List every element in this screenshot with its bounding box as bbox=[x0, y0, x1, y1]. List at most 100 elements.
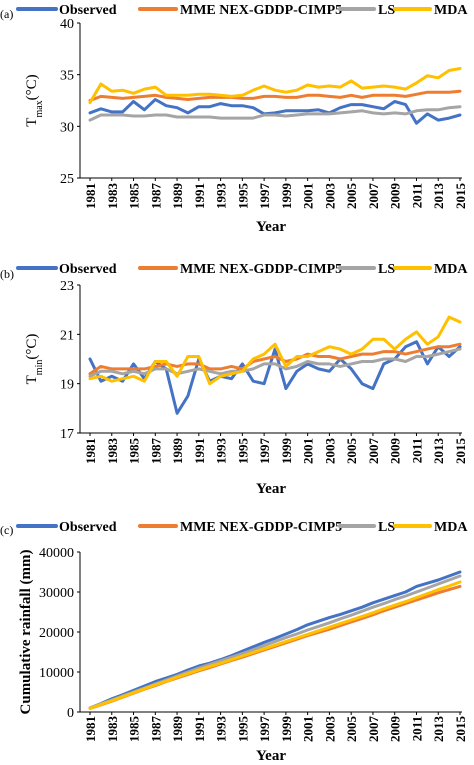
legend-label: LS bbox=[378, 262, 395, 277]
x-tick-label: 1987 bbox=[148, 716, 163, 743]
y-axis-label-main: T bbox=[24, 118, 40, 127]
y-tick-label: 25 bbox=[60, 172, 74, 187]
panel-label: (b) bbox=[0, 267, 14, 281]
panel-a-tmax: (a) Observed MME NEX-GDDP-CIMP5 LS MDA 25 30 35… bbox=[0, 3, 468, 235]
y-tick-label: 17 bbox=[60, 427, 74, 442]
x-tick-label: 1995 bbox=[235, 183, 250, 210]
y-axis-label-unit: (°C) bbox=[24, 74, 40, 100]
legend-label: MME NEX-GDDP-CIMP5 bbox=[180, 520, 342, 535]
x-tick-label: 1985 bbox=[127, 716, 142, 743]
y-tick-label: 35 bbox=[60, 69, 74, 84]
x-tick-label: 2003 bbox=[322, 183, 337, 210]
x-tick-label: 2013 bbox=[431, 183, 446, 210]
y-axis-label: Tmin(°C) bbox=[24, 334, 45, 385]
x-tick-label: 1999 bbox=[279, 438, 294, 465]
x-tick-label: 2001 bbox=[301, 183, 316, 209]
x-tick-label: 2015 bbox=[453, 438, 468, 465]
x-tick-label: 2007 bbox=[366, 716, 381, 743]
legend-label: MDA bbox=[434, 3, 468, 18]
legend-label: LS bbox=[378, 520, 395, 535]
x-tick-label: 2003 bbox=[322, 716, 337, 743]
x-tick-label: 2005 bbox=[344, 716, 359, 743]
x-tick-label: 1981 bbox=[83, 438, 98, 464]
series-line-ls bbox=[88, 105, 462, 122]
x-tick-label: 1983 bbox=[105, 183, 120, 210]
x-tick-label: 1991 bbox=[192, 183, 207, 209]
y-tick-label: 21 bbox=[60, 328, 74, 343]
panel-b-tmin: (b) Observed MME NEX-GDDP-CIMP5 LS MDA 17 19 21… bbox=[0, 262, 468, 497]
x-tick-label: 1991 bbox=[192, 716, 207, 742]
x-tick-label: 2013 bbox=[431, 716, 446, 743]
x-tick-label: 2013 bbox=[431, 438, 446, 465]
y-tick-label: 20000 bbox=[39, 626, 74, 641]
x-tick-label: 1981 bbox=[83, 183, 98, 209]
x-tick-label: 2001 bbox=[301, 716, 316, 742]
legend-label: MME NEX-GDDP-CIMP5 bbox=[180, 3, 342, 18]
series-line-mme-nex-gddp-cimp5 bbox=[88, 584, 462, 710]
x-tick-label: 1983 bbox=[105, 716, 120, 743]
x-tick-label: 1999 bbox=[279, 716, 294, 743]
x-tick-label: 1995 bbox=[235, 438, 250, 465]
x-tick-label: 1991 bbox=[192, 438, 207, 464]
x-tick-label: 2015 bbox=[453, 716, 468, 743]
x-tick-label: 2003 bbox=[322, 438, 337, 465]
y-axis-label-sub: max bbox=[34, 100, 45, 117]
series-line-mda bbox=[88, 67, 462, 105]
y-tick-label: 23 bbox=[60, 279, 74, 294]
legend-label: MDA bbox=[434, 520, 468, 535]
x-tick-label: 2009 bbox=[388, 183, 403, 210]
y-tick-label: 30000 bbox=[39, 586, 74, 601]
x-tick-label: 2005 bbox=[344, 183, 359, 210]
x-tick-label: 2011 bbox=[409, 438, 424, 463]
x-tick-label: 2015 bbox=[453, 183, 468, 210]
y-axis-label-unit: (°C) bbox=[24, 334, 40, 360]
y-tick-label: 40000 bbox=[39, 546, 74, 561]
series-line-mda bbox=[88, 315, 462, 386]
series-line-mme-nex-gddp-cimp5 bbox=[88, 89, 462, 102]
legend-label: Observed bbox=[59, 262, 117, 277]
legend-label: Observed bbox=[59, 3, 117, 18]
y-tick-label: 40 bbox=[60, 17, 74, 32]
y-axis-label-sub: min bbox=[34, 360, 45, 376]
series-line-observed bbox=[88, 98, 462, 125]
legend-label: Observed bbox=[59, 520, 117, 535]
x-tick-label: 1989 bbox=[170, 716, 185, 743]
x-tick-label: 1993 bbox=[214, 183, 229, 210]
panel-label: (a) bbox=[0, 7, 13, 21]
x-tick-label: 2007 bbox=[366, 438, 381, 465]
y-axis-label: Tmax(°C) bbox=[24, 74, 45, 126]
legend-label: MDA bbox=[434, 262, 468, 277]
x-tick-label: 2011 bbox=[409, 716, 424, 741]
x-tick-label: 2005 bbox=[344, 438, 359, 465]
x-tick-label: 1985 bbox=[127, 438, 142, 465]
panel-label: (c) bbox=[0, 523, 13, 537]
x-tick-label: 1987 bbox=[148, 438, 163, 465]
x-tick-label: 1999 bbox=[279, 183, 294, 210]
x-tick-label: 1983 bbox=[105, 438, 120, 465]
x-tick-label: 1997 bbox=[257, 438, 272, 465]
y-tick-label: 30 bbox=[60, 120, 74, 135]
x-axis-label: Year bbox=[256, 219, 286, 235]
x-tick-label: 2007 bbox=[366, 183, 381, 210]
y-axis-label-main: T bbox=[24, 375, 40, 384]
y-tick-label: 10000 bbox=[39, 666, 74, 681]
series-line-mda bbox=[88, 580, 462, 710]
x-tick-label: 2011 bbox=[409, 183, 424, 208]
x-tick-label: 1997 bbox=[257, 716, 272, 743]
y-tick-label: 0 bbox=[67, 706, 74, 721]
panel-c-rainfall: (c) Observed MME NEX-GDDP-CIMP5 LS MDA 0 10000… bbox=[0, 520, 468, 764]
x-axis-label: Year bbox=[256, 748, 286, 764]
legend-label: MME NEX-GDDP-CIMP5 bbox=[180, 262, 342, 277]
y-tick-label: 19 bbox=[60, 378, 74, 393]
x-axis-label: Year bbox=[256, 481, 286, 497]
x-tick-label: 1997 bbox=[257, 183, 272, 210]
x-tick-label: 1993 bbox=[214, 716, 229, 743]
x-tick-label: 2009 bbox=[388, 438, 403, 465]
x-tick-label: 2009 bbox=[388, 716, 403, 743]
x-tick-label: 1993 bbox=[214, 438, 229, 465]
x-tick-label: 1995 bbox=[235, 716, 250, 743]
x-tick-label: 1989 bbox=[170, 183, 185, 210]
x-tick-label: 2001 bbox=[301, 438, 316, 464]
x-tick-label: 1981 bbox=[83, 716, 98, 742]
